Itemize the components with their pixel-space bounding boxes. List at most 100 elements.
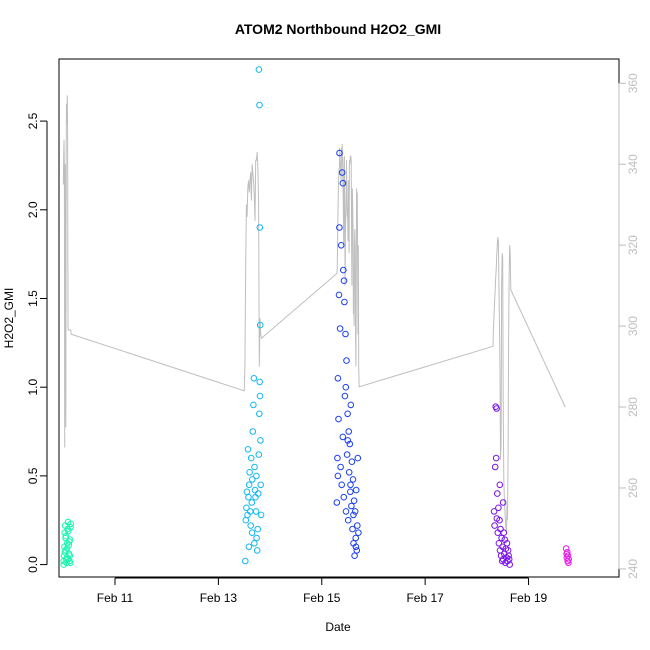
data-point xyxy=(338,481,346,489)
data-point xyxy=(341,392,349,400)
data-point xyxy=(64,556,72,563)
data-point xyxy=(500,529,508,537)
y-axis: 0.0 0.5 1.0 1.5 2.0 2.5 xyxy=(26,112,48,573)
data-point xyxy=(344,410,351,418)
chart-title: ATOM2 Northbound H2O2_GMI xyxy=(235,21,441,37)
data-point xyxy=(351,552,358,560)
data-point xyxy=(256,321,264,329)
x-tick-label: Feb 13 xyxy=(200,591,238,605)
data-point xyxy=(352,534,360,542)
x-tick-label: Feb 17 xyxy=(406,591,444,605)
data-point xyxy=(498,534,505,542)
data-point xyxy=(254,490,262,497)
data-point xyxy=(494,490,501,497)
data-point xyxy=(562,545,570,552)
data-point xyxy=(352,486,360,494)
data-point xyxy=(65,538,73,545)
data-point xyxy=(65,527,72,535)
data-point xyxy=(505,552,512,560)
data-point xyxy=(345,469,353,476)
y-tick-label: 0.5 xyxy=(26,467,40,484)
data-point xyxy=(354,454,362,462)
data-point xyxy=(341,298,348,306)
data-point xyxy=(335,415,342,423)
x-tick-label: Feb 11 xyxy=(97,591,134,605)
data-point xyxy=(491,463,499,471)
right-tick-label: 320 xyxy=(626,235,640,255)
data-point xyxy=(491,522,498,529)
data-point xyxy=(256,410,263,418)
data-point xyxy=(252,508,260,515)
data-point xyxy=(67,524,74,531)
data-point xyxy=(565,556,573,563)
data-point xyxy=(349,525,356,533)
right-tick-label: 300 xyxy=(626,316,640,336)
data-point xyxy=(334,454,341,462)
data-point xyxy=(245,481,253,489)
data-point xyxy=(351,508,359,515)
data-point xyxy=(248,529,256,537)
data-point xyxy=(251,540,258,547)
data-point xyxy=(334,375,342,382)
data-point xyxy=(336,325,344,332)
data-point xyxy=(254,525,262,533)
data-point xyxy=(337,242,345,249)
data-point xyxy=(342,508,350,515)
data-point xyxy=(346,440,354,448)
data-point xyxy=(350,497,358,505)
data-point xyxy=(243,504,250,512)
data-point xyxy=(503,540,511,547)
data-point xyxy=(348,502,355,510)
data-point xyxy=(490,508,498,515)
x-tick-label: Feb 15 xyxy=(303,591,341,605)
data-point xyxy=(257,437,264,444)
right-tick-label: 360 xyxy=(626,73,640,93)
y-tick-label: 2.0 xyxy=(26,201,40,218)
right-tick-label: 340 xyxy=(626,154,640,174)
data-point xyxy=(253,547,261,554)
right-axis-series xyxy=(62,95,566,533)
data-point xyxy=(242,516,250,524)
data-point xyxy=(345,428,353,435)
data-point xyxy=(247,454,255,462)
data-point xyxy=(335,291,343,299)
data-points xyxy=(60,66,573,568)
data-point xyxy=(347,488,354,496)
data-point xyxy=(340,493,348,501)
data-point xyxy=(495,504,502,512)
data-point xyxy=(246,469,253,476)
data-point xyxy=(343,357,350,364)
data-point xyxy=(256,224,264,231)
y-axis-label: H2O2_GMI xyxy=(2,288,16,349)
data-point xyxy=(257,481,265,489)
data-point xyxy=(354,522,361,529)
plot-frame xyxy=(58,58,620,578)
data-point xyxy=(251,463,258,471)
data-point xyxy=(344,516,352,524)
data-point xyxy=(256,392,264,400)
data-point xyxy=(352,543,360,551)
data-point xyxy=(245,543,253,551)
data-point xyxy=(492,454,500,462)
data-point xyxy=(250,375,258,382)
data-point xyxy=(248,499,256,506)
right-tick-label: 240 xyxy=(626,559,640,579)
data-point xyxy=(249,476,256,483)
data-point xyxy=(564,548,571,556)
data-point xyxy=(257,511,265,519)
y-tick-label: 1.0 xyxy=(26,379,40,396)
data-point xyxy=(243,488,251,496)
data-point xyxy=(499,543,507,551)
data-point xyxy=(496,481,504,489)
data-point xyxy=(255,66,263,73)
data-point xyxy=(497,525,504,533)
data-point xyxy=(256,101,263,109)
data-point xyxy=(350,511,357,519)
data-point xyxy=(245,493,252,501)
x-tick-label: Feb 19 xyxy=(510,591,548,605)
data-point xyxy=(253,472,260,480)
data-point xyxy=(493,405,500,412)
data-point xyxy=(60,561,68,568)
